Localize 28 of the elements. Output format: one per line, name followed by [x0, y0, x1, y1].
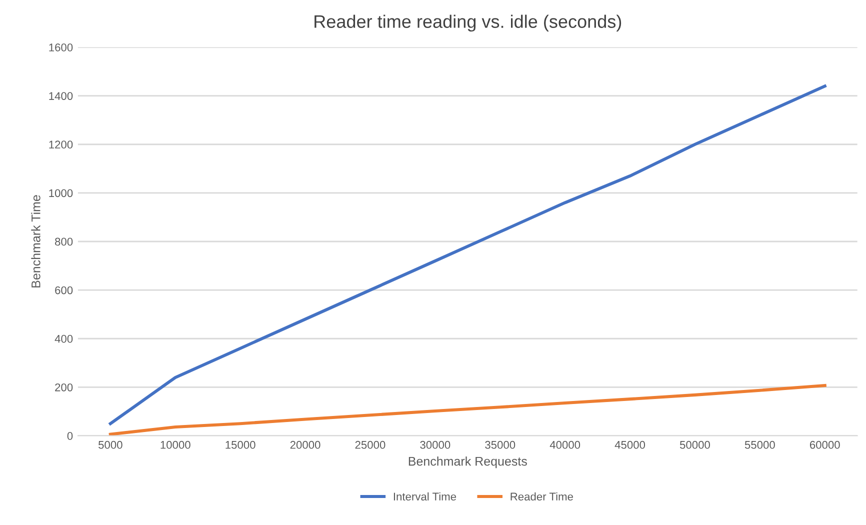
x-tick-label: 25000 — [355, 440, 386, 449]
y-tick-label: 200 — [55, 383, 73, 392]
y-tick-label: 400 — [54, 334, 73, 343]
legend-label: Reader Time — [510, 492, 573, 501]
line-series — [108, 384, 826, 436]
x-axis-title: Benchmark Requests — [408, 456, 527, 468]
y-tick-label: 1200 — [49, 140, 73, 149]
y-tick-label: 600 — [55, 286, 73, 294]
x-tick-label: 50000 — [680, 440, 710, 449]
x-tick-label: 35000 — [485, 440, 516, 449]
y-tick-label: 1000 — [49, 189, 73, 198]
line-series — [108, 84, 826, 426]
x-tick-label: 5000 — [98, 440, 122, 449]
y-axis-title: Benchmark Time — [31, 195, 40, 288]
y-tick-label: 0 — [67, 432, 73, 440]
y-tick-label: 1400 — [49, 92, 73, 100]
x-tick-label: 30000 — [420, 440, 450, 449]
x-tick-label: 45000 — [614, 440, 646, 449]
x-tick-label: 15000 — [226, 440, 256, 449]
x-tick-label: 20000 — [290, 440, 320, 449]
x-tick-label: 10000 — [160, 440, 190, 449]
chart-title: Reader time reading vs. idle (seconds) — [314, 14, 622, 32]
x-tick-label: 40000 — [550, 440, 580, 449]
y-tick-label: 1600 — [49, 44, 73, 52]
x-tick-label: 60000 — [810, 440, 840, 449]
x-tick-label: 55000 — [744, 440, 775, 449]
legend-label: Interval Time — [394, 492, 456, 501]
y-tick-label: 800 — [55, 238, 73, 246]
